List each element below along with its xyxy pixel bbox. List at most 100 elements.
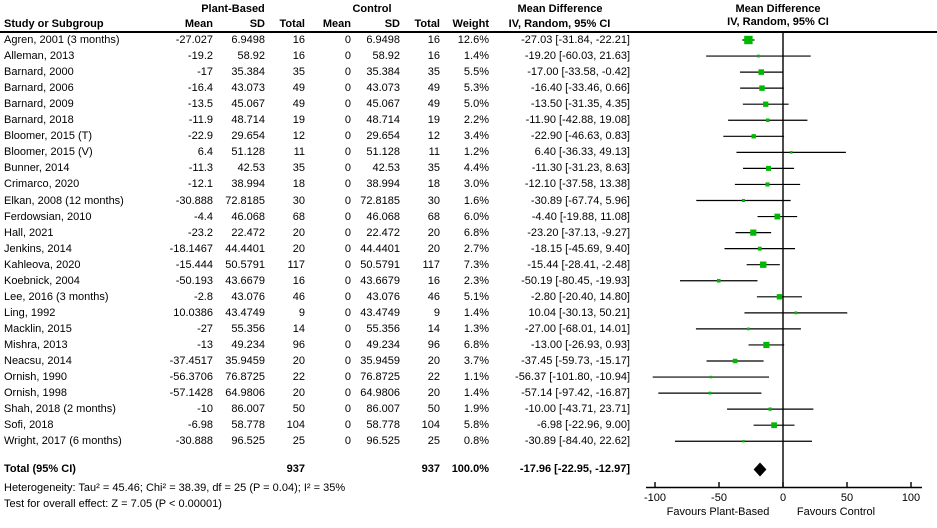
total-c-n: 937 (421, 463, 440, 475)
effect-square (759, 85, 765, 91)
weight: 6.0% (463, 210, 489, 223)
c-mean: 0 (344, 194, 351, 207)
pb-sd: 43.6679 (225, 274, 265, 287)
weight: 0.8% (463, 435, 489, 448)
pb-total: 12 (292, 130, 305, 143)
c-sd: 58.778 (366, 419, 400, 432)
pb-total: 104 (286, 419, 305, 432)
c-total: 20 (427, 226, 440, 239)
pb-total: 22 (292, 371, 305, 384)
pb-total: 20 (292, 387, 305, 400)
c-sd: 50.5791 (360, 258, 400, 271)
c-total: 49 (427, 82, 440, 95)
table-row: Sofi, 2018 -6.98 58.778 104 0 58.778 104 5.8% -6… (4, 417, 630, 433)
table-row: Ornish, 1998 -57.1428 64.9806 20 0 64.9806 20 1… (4, 385, 630, 401)
c-total: 12 (427, 130, 440, 143)
pb-total: 117 (287, 258, 305, 271)
c-total: 16 (427, 34, 440, 46)
study: Bloomer, 2015 (V) (4, 146, 93, 159)
pb-mean: -27.027 (175, 34, 213, 46)
c-sd: 48.714 (366, 114, 400, 127)
weight: 1.2% (463, 146, 489, 159)
total-diamond (753, 462, 767, 477)
favours-right-label: Favours Control (797, 506, 875, 518)
ci-text: -6.98 [-22.96, 9.00] (537, 419, 630, 432)
ci-text: -27.00 [-68.01, 14.01] (524, 322, 630, 335)
weight: 5.0% (463, 98, 489, 111)
pb-mean: -6.98 (187, 419, 213, 432)
effect-square (757, 54, 760, 58)
ci-text: -30.89 [-67.74, 5.96] (530, 194, 630, 207)
c-total: 9 (433, 306, 440, 319)
table-row: Bloomer, 2015 (T) -22.9 29.654 12 0 29.654 12 3… (4, 128, 630, 144)
table-row: Shah, 2018 (2 months) -10 86.007 50 0 86.007 5… (4, 401, 630, 417)
c-sd: 72.8185 (360, 194, 400, 207)
study: Lee, 2016 (3 months) (4, 290, 109, 303)
effect-square (760, 261, 767, 268)
study: Barnard, 2006 (4, 82, 74, 95)
table-row: Hall, 2021 -23.2 22.472 20 0 22.472 20 6.8% -23.… (4, 225, 630, 241)
axis-tick-label: -100 (644, 492, 666, 504)
study: Ornish, 1998 (4, 387, 67, 400)
pb-sd: 35.384 (231, 66, 265, 79)
pb-mean: -13.5 (187, 98, 213, 111)
c-sd: 58.92 (372, 50, 400, 63)
md-plot-column-subtitle: IV, Random, 95% CI (727, 16, 829, 28)
ci-text: -13.00 [-26.93, 0.93] (530, 338, 630, 351)
c-sd: 35.9459 (360, 355, 400, 367)
pb-sd: 38.994 (231, 178, 265, 191)
table-row: Bloomer, 2015 (V) 6.4 51.128 11 0 51.128 11 1.2… (4, 144, 630, 160)
group1-header: Plant-Based (201, 3, 265, 15)
effect-square (732, 358, 738, 364)
c-total: 30 (427, 194, 440, 207)
ci-text: -15.44 [-28.41, -2.48] (527, 258, 630, 271)
pb-sd: 64.9806 (225, 387, 265, 400)
weight: 3.4% (463, 130, 489, 143)
study: Ling, 1992 (4, 306, 56, 319)
c-sd: 38.994 (366, 178, 400, 191)
c-mean: 0 (344, 146, 351, 159)
study: Bunner, 2014 (4, 162, 70, 175)
c-mean: 0 (344, 338, 351, 351)
weight: 6.8% (463, 226, 489, 239)
c-sd: 35.384 (366, 66, 400, 79)
table-row: Barnard, 2006 -16.4 43.073 49 0 43.073 49 5.3% -… (4, 80, 630, 96)
table-row: Lee, 2016 (3 months) -2.8 43.076 46 0 43.076 4… (4, 289, 630, 305)
c-sd: 44.4401 (360, 242, 400, 255)
favours-left-label: Favours Plant-Based (667, 506, 770, 518)
ci-text: -23.20 [-37.13, -9.27] (527, 226, 630, 239)
pb-mean: 6.4 (197, 146, 213, 159)
effect-square (794, 311, 798, 315)
c-sd: 43.6679 (360, 274, 400, 287)
ci-text: -56.37 [-101.80, -10.94] (515, 371, 630, 384)
pb-mean: -37.4517 (169, 355, 213, 367)
effect-square (708, 391, 712, 395)
ci-text: -19.20 [-60.03, 21.63] (524, 50, 630, 63)
effect-square (774, 213, 781, 220)
study: Koebnick, 2004 (4, 274, 80, 287)
ci-text: -57.14 [-97.42, -16.87] (521, 387, 630, 400)
effect-square (765, 182, 770, 187)
heterogeneity-stats: Heterogeneity: Tau² = 45.46; Chi² = 38.3… (4, 482, 346, 494)
c-total: 11 (428, 146, 440, 159)
pb-total: 19 (292, 114, 305, 127)
c-total: 68 (427, 210, 440, 223)
table-row: Mishra, 2013 -13 49.234 96 0 49.234 96 6.8% -13.… (4, 337, 630, 353)
ci-text: -27.03 [-31.84, -22.21] (521, 34, 630, 46)
c-total: 96 (427, 338, 440, 351)
ci-text: -11.30 [-31.23, 8.63] (531, 162, 630, 175)
pb-sd: 45.067 (231, 98, 265, 111)
pb-sd: 42.53 (237, 162, 265, 175)
pb-total: 16 (292, 274, 305, 287)
c-mean: 0 (344, 274, 351, 287)
c-total: 16 (427, 50, 440, 63)
pb-total: 68 (292, 210, 305, 223)
weight: 5.1% (463, 290, 489, 303)
pb-sd: 58.778 (231, 419, 265, 432)
study-column-header: Study or Subgroup (4, 18, 104, 30)
pb-mean: -10 (197, 403, 213, 416)
weight: 1.4% (463, 306, 489, 319)
c-total: 20 (427, 242, 440, 255)
c-total: 18 (427, 178, 440, 191)
study: Sofi, 2018 (4, 419, 54, 432)
